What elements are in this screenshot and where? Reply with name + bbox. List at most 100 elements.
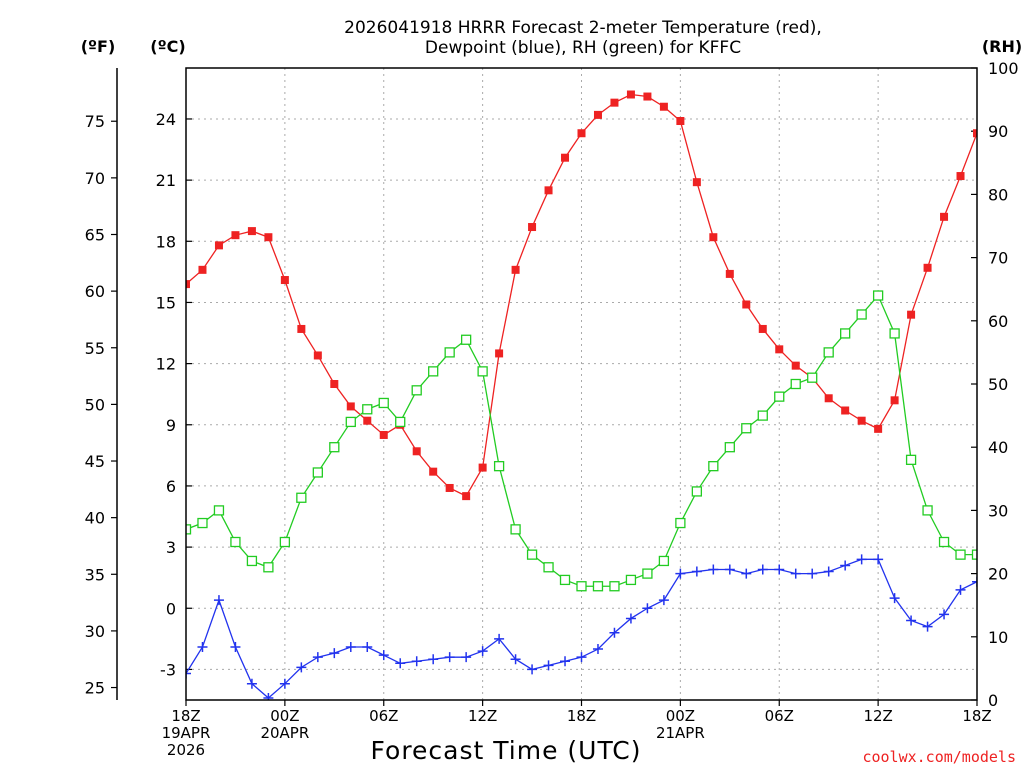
rh-tick-label: 20	[988, 565, 1008, 584]
x-tick-label: 18Z	[962, 707, 991, 725]
temperature-point	[330, 380, 339, 388]
temperature-point	[643, 92, 652, 101]
temperature-point	[198, 265, 207, 274]
celsius-tick-label: 21	[156, 171, 176, 190]
rh-point	[675, 517, 686, 529]
dewpoint-point	[955, 584, 966, 595]
x-tick-label: 12Z	[468, 707, 497, 725]
dewpoint-point	[889, 593, 900, 604]
dewpoint-point	[856, 554, 867, 565]
dewpoint-point	[279, 678, 290, 689]
temperature-point	[692, 178, 701, 187]
celsius-tick-label: 9	[166, 416, 176, 435]
dewpoint-point	[494, 633, 505, 644]
temperature-point	[462, 492, 471, 501]
rh-point	[905, 454, 917, 465]
rh-point	[642, 568, 653, 579]
celsius-tick-label: 3	[166, 538, 176, 557]
dewpoint-point	[972, 576, 977, 587]
dewpoint-point	[642, 603, 653, 614]
dewpoint-series	[186, 554, 977, 700]
rh-point	[592, 581, 604, 592]
celsius-tick-label: 0	[166, 599, 176, 618]
rh-tick-label: 40	[988, 438, 1008, 457]
rh-point	[477, 366, 488, 377]
temperature-point	[940, 212, 949, 221]
temperature-point	[511, 265, 520, 274]
temperature-point	[280, 276, 289, 285]
dewpoint-point	[609, 627, 620, 638]
rh-point	[362, 404, 373, 415]
rh-point	[840, 328, 851, 339]
rh-point	[724, 442, 735, 453]
rh-point	[658, 555, 670, 567]
x-tick-label: 18Z	[171, 707, 200, 725]
rh-point	[526, 549, 538, 560]
temperature-point	[561, 153, 570, 162]
temperature-point	[758, 324, 767, 333]
dewpoint-point	[741, 568, 752, 579]
temperature-point	[610, 98, 619, 107]
rh-point	[889, 328, 900, 339]
dewpoint-line	[186, 558, 977, 699]
chart-title-line2: Dewpoint (blue), RH (green) for KFFC	[425, 38, 741, 58]
rh-tick-label: 90	[988, 122, 1008, 141]
temperature-point	[495, 349, 504, 358]
dewpoint-point	[197, 641, 208, 652]
dewpoint-point	[576, 652, 587, 663]
dewpoint-point	[312, 652, 323, 663]
temperature-point	[297, 324, 306, 333]
temperature-point	[676, 117, 685, 126]
temperature-point	[725, 269, 734, 278]
dewpoint-point	[230, 641, 241, 652]
temperature-point	[313, 351, 322, 360]
rh-tick-label: 100	[988, 59, 1019, 78]
dewpoint-point	[658, 595, 669, 606]
rh-point	[460, 334, 472, 345]
temperature-point	[841, 406, 850, 415]
temperature-point	[709, 233, 718, 242]
dewpoint-point	[560, 656, 571, 667]
celsius-tick-label: 6	[166, 477, 176, 496]
temperature-point	[478, 463, 487, 472]
dewpoint-point	[906, 615, 917, 626]
temperature-point	[923, 263, 932, 272]
rh-tick-label: 50	[988, 375, 1008, 394]
temperature-point	[626, 90, 635, 99]
rh-point	[856, 309, 867, 320]
rh-series	[186, 290, 977, 592]
fahrenheit-tick-label: 40	[85, 509, 105, 528]
rh-point	[559, 574, 571, 586]
rh-point	[708, 461, 719, 472]
rh-point	[428, 366, 439, 377]
dewpoint-point	[510, 654, 521, 665]
temperature-point	[363, 416, 372, 425]
dewpoint-point	[823, 566, 834, 577]
rh-point	[312, 467, 323, 478]
dewpoint-point	[345, 641, 356, 652]
rh-point	[609, 581, 620, 592]
rh-point	[741, 423, 752, 434]
fahrenheit-tick-label: 30	[85, 622, 105, 641]
x-tick-label: 06Z	[765, 707, 794, 725]
dewpoint-point	[378, 650, 389, 661]
temperature-point	[544, 186, 553, 195]
dewpoint-point	[444, 652, 455, 663]
dewpoint-point	[428, 654, 439, 665]
fahrenheit-tick-label: 55	[85, 339, 105, 358]
dewpoint-point	[543, 660, 554, 671]
x-tick-label: 12Z	[863, 707, 892, 725]
rh-point	[296, 492, 307, 503]
rh-point	[576, 581, 587, 592]
temperature-point	[659, 102, 668, 111]
grid	[186, 68, 977, 700]
temperature-point	[907, 310, 916, 319]
rh-point	[230, 536, 241, 548]
dewpoint-point	[625, 613, 636, 624]
temperature-point	[973, 129, 977, 138]
rh-point	[938, 536, 950, 548]
fahrenheit-tick-label: 70	[85, 169, 105, 188]
temperature-point	[528, 223, 537, 232]
rh-point	[823, 347, 834, 358]
